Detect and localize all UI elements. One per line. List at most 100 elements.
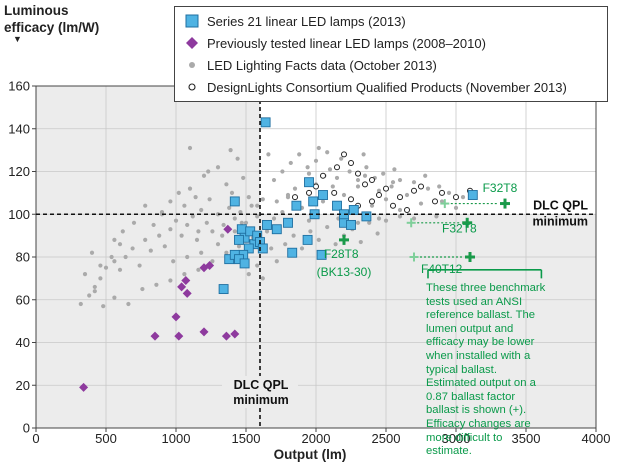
x-tick-label: 3000 <box>442 431 471 446</box>
x-tick-label: 4000 <box>582 431 611 446</box>
series21-point <box>361 211 372 222</box>
lighting-facts-point <box>367 220 372 225</box>
lighting-facts-point <box>418 201 424 206</box>
dlc-qpl-point <box>334 164 340 171</box>
lighting-facts-point <box>404 192 410 198</box>
open-circle-marker-icon <box>185 80 199 94</box>
lighting-facts-point <box>327 167 333 172</box>
x-tick-label: 1500 <box>232 431 261 446</box>
dlc-x-label-bg <box>222 376 298 408</box>
lighting-facts-point <box>330 184 335 189</box>
lighting-facts-point <box>390 180 396 185</box>
f32t8-lower-label: F32T8 <box>442 221 477 235</box>
lighting-facts-point <box>187 145 193 151</box>
legend-item-dlc: DesignLights Consortium Qualified Produc… <box>185 77 567 97</box>
lighting-facts-point <box>137 263 142 268</box>
lighting-facts-point <box>255 263 260 268</box>
lighting-facts-point <box>215 242 221 247</box>
y-tick-label: 100 <box>8 207 30 222</box>
lighting-facts-point <box>288 160 293 166</box>
lighting-facts-point <box>316 145 321 151</box>
lighting-facts-point <box>185 222 190 228</box>
previous-led-point <box>230 329 240 339</box>
lighting-facts-point <box>306 218 312 223</box>
lighting-facts-point <box>320 199 326 204</box>
lighting-facts-point <box>103 265 109 270</box>
lighting-facts-point <box>228 148 233 153</box>
lighting-facts-point <box>283 242 288 247</box>
previous-led-point <box>177 282 187 292</box>
y-tick-label: 120 <box>8 164 30 179</box>
lighting-facts-point <box>341 192 347 198</box>
dlc-qpl-point <box>376 192 382 199</box>
lighting-facts-point <box>187 186 193 191</box>
previous-led-point <box>182 288 192 298</box>
dlc-qpl-point <box>320 172 326 179</box>
lighting-facts-point <box>297 152 302 157</box>
lighting-facts-point <box>236 244 242 249</box>
lighting-facts-point <box>271 216 277 221</box>
lighting-facts-point <box>101 304 106 309</box>
lighting-facts-point <box>308 229 313 234</box>
series21-point <box>260 117 271 128</box>
lighting-facts-point <box>117 267 123 272</box>
lighting-facts-point <box>185 254 190 260</box>
lighting-facts-point <box>411 180 417 185</box>
lighting-facts-point <box>210 229 215 234</box>
dot-marker-icon <box>185 58 199 72</box>
diamond-marker-icon <box>185 36 199 50</box>
x-tick-label: 0 <box>32 431 39 446</box>
dlc-qpl-point <box>439 189 445 196</box>
dlc-qpl-point <box>390 202 396 209</box>
previous-led-point <box>150 331 160 341</box>
lighting-facts-point <box>168 278 173 283</box>
lighting-facts-point <box>306 171 312 176</box>
lighting-facts-point <box>201 173 207 178</box>
lighting-facts-point <box>199 250 204 255</box>
lighting-facts-point <box>274 199 279 204</box>
lighting-facts-point <box>362 173 368 178</box>
lighting-facts-point <box>397 214 403 219</box>
lighting-facts-point <box>325 224 330 230</box>
series21-point <box>332 200 342 211</box>
lighting-facts-point <box>255 203 260 208</box>
lighting-facts-point <box>220 233 225 238</box>
lighting-facts-point <box>339 156 344 161</box>
lighting-facts-point <box>82 272 88 277</box>
series21-point <box>218 284 229 295</box>
lighting-facts-point <box>239 220 244 225</box>
lighting-facts-point <box>112 237 117 242</box>
dlc-qpl-point <box>362 181 368 188</box>
f28t8-label-line2: (BK13-30) <box>317 265 372 279</box>
lighting-facts-point <box>89 250 95 255</box>
benchmark-point <box>465 252 475 262</box>
y-axis-label-line2: efficacy (lm/W) <box>4 20 100 35</box>
estimated-ballast-point <box>409 252 419 262</box>
lighting-facts-point <box>224 182 229 187</box>
lighting-facts-point <box>249 203 254 208</box>
series21-point <box>287 247 298 258</box>
f28t8-label-line1: F28T8 <box>324 247 359 261</box>
dlc-qpl-point <box>404 206 410 213</box>
previous-led-point <box>199 327 209 337</box>
lighting-facts-point <box>151 222 156 228</box>
y-tick-label: 60 <box>16 292 30 307</box>
y-axis-arrow-icon: ▼ <box>13 34 22 44</box>
lighting-facts-point <box>162 244 167 249</box>
lighting-facts-point <box>204 220 209 225</box>
dlc-qpl-point <box>453 194 459 201</box>
lighting-facts-point <box>232 229 237 234</box>
lighting-facts-point <box>266 152 271 157</box>
lighting-facts-point <box>154 282 159 287</box>
lighting-facts-point <box>206 169 211 174</box>
lighting-facts-point <box>148 248 153 253</box>
legend-item-lighting-facts: LED Lighting Facts data (October 2013) <box>185 55 437 75</box>
lighting-facts-point <box>130 246 135 251</box>
series21-point <box>346 219 356 230</box>
tick-labels: 0 500 1000 1500 2000 2500 3000 3500 4000 0 20 40 60 8… <box>8 79 610 447</box>
dlc-qpl-point <box>313 183 319 190</box>
series21-point <box>262 219 272 230</box>
lighting-facts-point <box>117 242 123 247</box>
series21-point <box>257 243 268 254</box>
